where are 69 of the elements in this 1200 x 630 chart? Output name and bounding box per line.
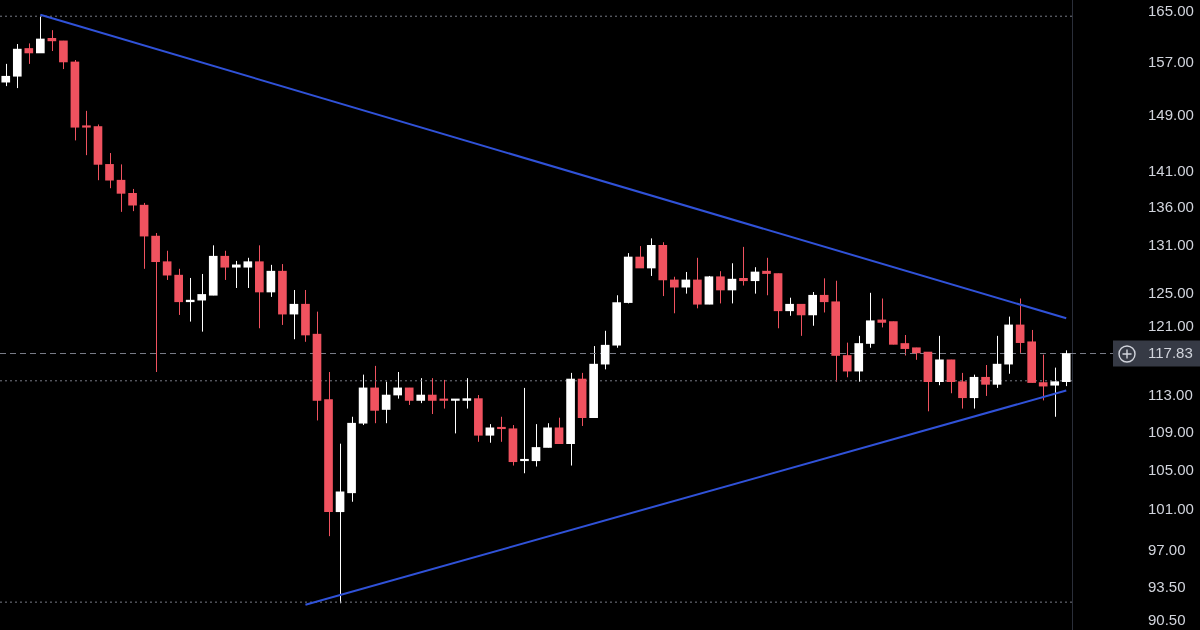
candlestick bbox=[889, 321, 898, 345]
y-tick-label: 101.00 bbox=[1148, 499, 1194, 517]
y-tick-label: 149.00 bbox=[1148, 105, 1194, 123]
candlestick bbox=[381, 381, 391, 424]
candlestick bbox=[762, 257, 771, 296]
candlestick bbox=[819, 277, 829, 313]
candlestick bbox=[1, 63, 11, 87]
y-tick-label: 109.00 bbox=[1148, 422, 1194, 440]
candlestick bbox=[370, 365, 379, 424]
candlestick bbox=[116, 163, 126, 213]
candlestick bbox=[197, 273, 207, 333]
y-tick-label: 157.00 bbox=[1148, 52, 1194, 70]
y-tick-label: 113.00 bbox=[1148, 386, 1193, 404]
y-tick-label: 90.50 bbox=[1148, 611, 1186, 629]
y-tick-label: 136.00 bbox=[1148, 198, 1194, 216]
candlestick bbox=[646, 237, 656, 277]
candlestick bbox=[427, 377, 437, 415]
candlestick bbox=[266, 264, 276, 298]
y-tick-label: 131.00 bbox=[1148, 236, 1194, 254]
candlestick bbox=[105, 152, 114, 189]
candlestick bbox=[162, 250, 172, 281]
candlestick bbox=[82, 110, 91, 156]
candlestick bbox=[1015, 298, 1025, 354]
candlestick bbox=[842, 342, 852, 378]
candlestick bbox=[785, 297, 794, 317]
y-tick-label: 105.00 bbox=[1148, 460, 1194, 478]
candlestick bbox=[877, 298, 887, 328]
candlestick bbox=[739, 246, 748, 287]
candlestick bbox=[439, 379, 449, 410]
candlestick bbox=[24, 42, 34, 65]
candlestick bbox=[992, 335, 1002, 389]
candlestick bbox=[554, 417, 564, 445]
candlestick bbox=[935, 335, 944, 386]
candlestick bbox=[669, 276, 679, 314]
candlestick bbox=[958, 372, 967, 410]
candlestick bbox=[128, 188, 137, 212]
candlestick bbox=[335, 443, 345, 604]
candlestick bbox=[969, 374, 979, 410]
candlestick bbox=[59, 40, 68, 70]
y-tick-label: 97.00 bbox=[1148, 540, 1186, 558]
y-tick-label: 141.00 bbox=[1148, 161, 1194, 179]
candlestick bbox=[416, 377, 426, 404]
candlestick bbox=[231, 260, 241, 289]
candlestick bbox=[393, 371, 403, 400]
candlestick bbox=[531, 423, 541, 468]
y-tick-label: 165.00 bbox=[1148, 2, 1194, 20]
candlestick bbox=[808, 291, 817, 327]
candlestick bbox=[220, 250, 230, 281]
candlestick bbox=[450, 398, 460, 434]
candlestick bbox=[520, 387, 529, 474]
candlestick bbox=[900, 334, 910, 356]
candlestick bbox=[543, 422, 552, 448]
candlestick bbox=[716, 270, 725, 304]
candlestick bbox=[497, 416, 506, 443]
y-tick-label: 93.50 bbox=[1148, 578, 1186, 596]
y-tick-label: 125.00 bbox=[1148, 283, 1194, 301]
candlestick bbox=[981, 364, 990, 397]
candlestick bbox=[243, 257, 253, 289]
candlestick bbox=[485, 423, 495, 444]
candlestick bbox=[462, 377, 472, 410]
candlestick bbox=[185, 277, 195, 323]
y-tick-label: 121.00 bbox=[1148, 316, 1194, 334]
ref-line-label: 117.83 bbox=[1148, 343, 1193, 361]
candlestick bbox=[865, 292, 875, 349]
candlestick bbox=[1038, 354, 1048, 401]
candlestick bbox=[36, 16, 45, 54]
candlestick bbox=[796, 303, 806, 337]
candlestick bbox=[1050, 367, 1060, 418]
candlestick bbox=[946, 359, 956, 394]
